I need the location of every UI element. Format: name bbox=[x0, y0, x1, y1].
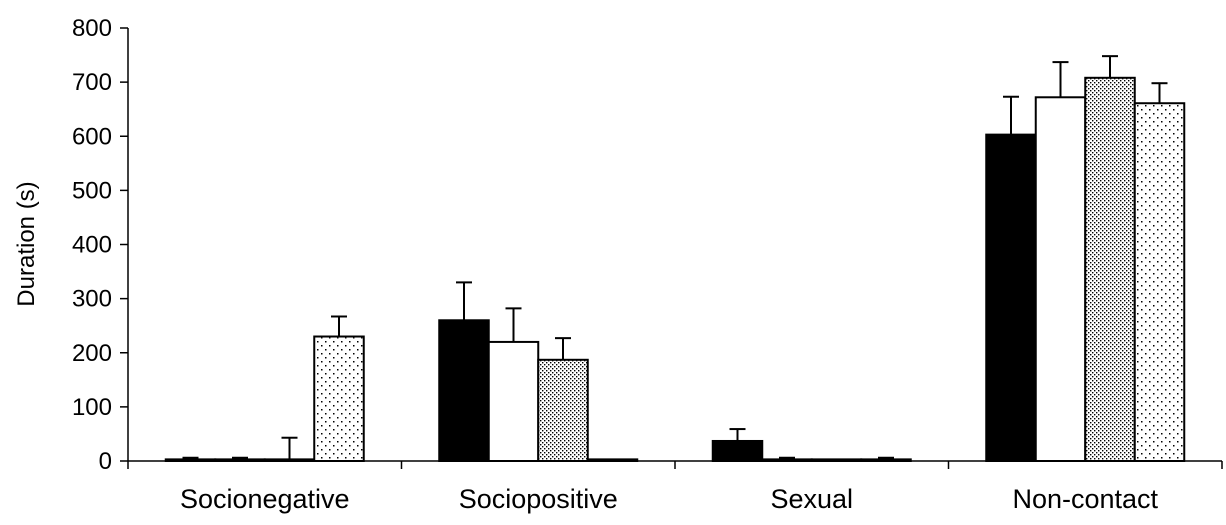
bar bbox=[985, 133, 1037, 462]
plot-area bbox=[164, 55, 1186, 463]
y-tick-label: 300 bbox=[72, 286, 112, 313]
bar bbox=[1034, 96, 1087, 462]
y-tick-label: 800 bbox=[72, 15, 112, 42]
bar bbox=[438, 319, 490, 462]
bar bbox=[1084, 76, 1136, 462]
y-tick-label: 0 bbox=[99, 448, 112, 475]
y-tick-label: 100 bbox=[72, 394, 112, 421]
y-axis-title: Duration (s) bbox=[13, 181, 40, 306]
y-tick-label: 700 bbox=[72, 69, 112, 96]
y-tick-label: 400 bbox=[72, 232, 112, 259]
x-tick-label: Socionegative bbox=[180, 484, 350, 514]
bar bbox=[487, 340, 540, 462]
y-tick-label: 600 bbox=[72, 123, 112, 150]
bar bbox=[537, 358, 589, 463]
y-tick-label: 500 bbox=[72, 177, 112, 204]
bar bbox=[711, 439, 764, 463]
bar bbox=[313, 335, 365, 463]
bar bbox=[1133, 102, 1186, 462]
x-tick-label: Sociopositive bbox=[459, 484, 618, 514]
y-tick-label: 200 bbox=[72, 340, 112, 367]
x-tick-label: Sexual bbox=[770, 484, 853, 514]
axes: 0 100 200 300 400 500 600 700 800 Socionegative So… bbox=[72, 15, 1223, 514]
x-tick-label: Non-contact bbox=[1012, 484, 1158, 514]
